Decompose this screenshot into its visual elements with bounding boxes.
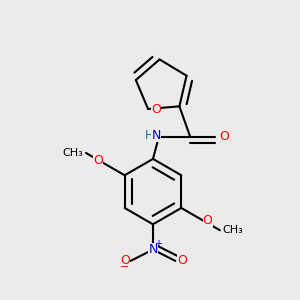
Text: H: H bbox=[145, 129, 154, 142]
Text: CH₃: CH₃ bbox=[62, 148, 83, 158]
Text: O: O bbox=[152, 103, 161, 116]
Text: O: O bbox=[177, 254, 187, 267]
Text: N: N bbox=[148, 243, 158, 256]
Text: O: O bbox=[93, 154, 103, 167]
Text: +: + bbox=[154, 239, 162, 249]
Text: O: O bbox=[120, 254, 130, 267]
Text: O: O bbox=[219, 130, 229, 143]
Text: O: O bbox=[203, 214, 213, 227]
Text: N: N bbox=[151, 129, 160, 142]
Text: CH₃: CH₃ bbox=[223, 225, 244, 235]
Text: −: − bbox=[120, 262, 129, 272]
